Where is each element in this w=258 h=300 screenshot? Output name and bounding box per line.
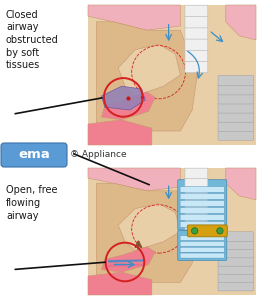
FancyBboxPatch shape — [218, 103, 254, 113]
FancyBboxPatch shape — [178, 230, 227, 260]
FancyBboxPatch shape — [1, 143, 67, 167]
Circle shape — [191, 228, 198, 234]
FancyBboxPatch shape — [187, 225, 227, 237]
FancyBboxPatch shape — [185, 39, 208, 50]
FancyBboxPatch shape — [218, 256, 254, 266]
FancyBboxPatch shape — [185, 209, 208, 219]
FancyBboxPatch shape — [185, 178, 208, 189]
Polygon shape — [226, 5, 256, 40]
FancyBboxPatch shape — [218, 121, 254, 131]
FancyBboxPatch shape — [180, 253, 224, 258]
Polygon shape — [96, 183, 197, 282]
Polygon shape — [118, 204, 180, 250]
FancyBboxPatch shape — [180, 187, 224, 192]
FancyBboxPatch shape — [180, 214, 224, 220]
Polygon shape — [101, 247, 155, 272]
Polygon shape — [226, 168, 256, 200]
Polygon shape — [101, 86, 145, 110]
Polygon shape — [101, 92, 155, 120]
FancyBboxPatch shape — [218, 130, 254, 140]
Polygon shape — [88, 272, 152, 295]
Polygon shape — [108, 260, 145, 262]
FancyBboxPatch shape — [180, 221, 224, 227]
Polygon shape — [88, 120, 152, 145]
FancyBboxPatch shape — [178, 180, 227, 230]
FancyBboxPatch shape — [185, 5, 208, 17]
Polygon shape — [88, 168, 256, 295]
Polygon shape — [88, 5, 180, 30]
FancyBboxPatch shape — [218, 112, 254, 122]
FancyBboxPatch shape — [185, 28, 208, 39]
Text: by soft: by soft — [6, 47, 39, 58]
FancyBboxPatch shape — [218, 265, 254, 274]
FancyBboxPatch shape — [218, 232, 254, 242]
Text: Closed: Closed — [6, 10, 39, 20]
Text: ema: ema — [18, 148, 50, 161]
FancyBboxPatch shape — [185, 168, 208, 179]
Text: ® Appliance: ® Appliance — [70, 150, 127, 159]
FancyBboxPatch shape — [180, 247, 224, 252]
FancyBboxPatch shape — [218, 248, 254, 258]
FancyBboxPatch shape — [218, 240, 254, 250]
Text: flowing: flowing — [6, 198, 41, 208]
FancyBboxPatch shape — [185, 188, 208, 199]
FancyBboxPatch shape — [185, 50, 208, 61]
FancyBboxPatch shape — [180, 242, 224, 246]
FancyBboxPatch shape — [218, 281, 254, 291]
FancyBboxPatch shape — [180, 236, 224, 241]
Polygon shape — [96, 22, 197, 131]
Text: airway: airway — [6, 211, 38, 221]
Circle shape — [217, 228, 223, 234]
Polygon shape — [88, 168, 180, 191]
Polygon shape — [108, 264, 145, 267]
FancyBboxPatch shape — [180, 194, 224, 200]
FancyBboxPatch shape — [185, 16, 208, 28]
Text: airway: airway — [6, 22, 38, 32]
FancyBboxPatch shape — [218, 85, 254, 95]
FancyBboxPatch shape — [218, 94, 254, 104]
Polygon shape — [88, 5, 256, 145]
FancyBboxPatch shape — [180, 208, 224, 213]
Polygon shape — [118, 44, 180, 96]
FancyBboxPatch shape — [185, 199, 208, 209]
FancyBboxPatch shape — [185, 219, 208, 230]
Text: Open, free: Open, free — [6, 185, 58, 195]
Text: obstructed: obstructed — [6, 35, 59, 45]
Text: tissues: tissues — [6, 60, 40, 70]
FancyBboxPatch shape — [180, 200, 224, 206]
FancyBboxPatch shape — [218, 273, 254, 283]
FancyBboxPatch shape — [218, 75, 254, 86]
FancyBboxPatch shape — [185, 61, 208, 73]
